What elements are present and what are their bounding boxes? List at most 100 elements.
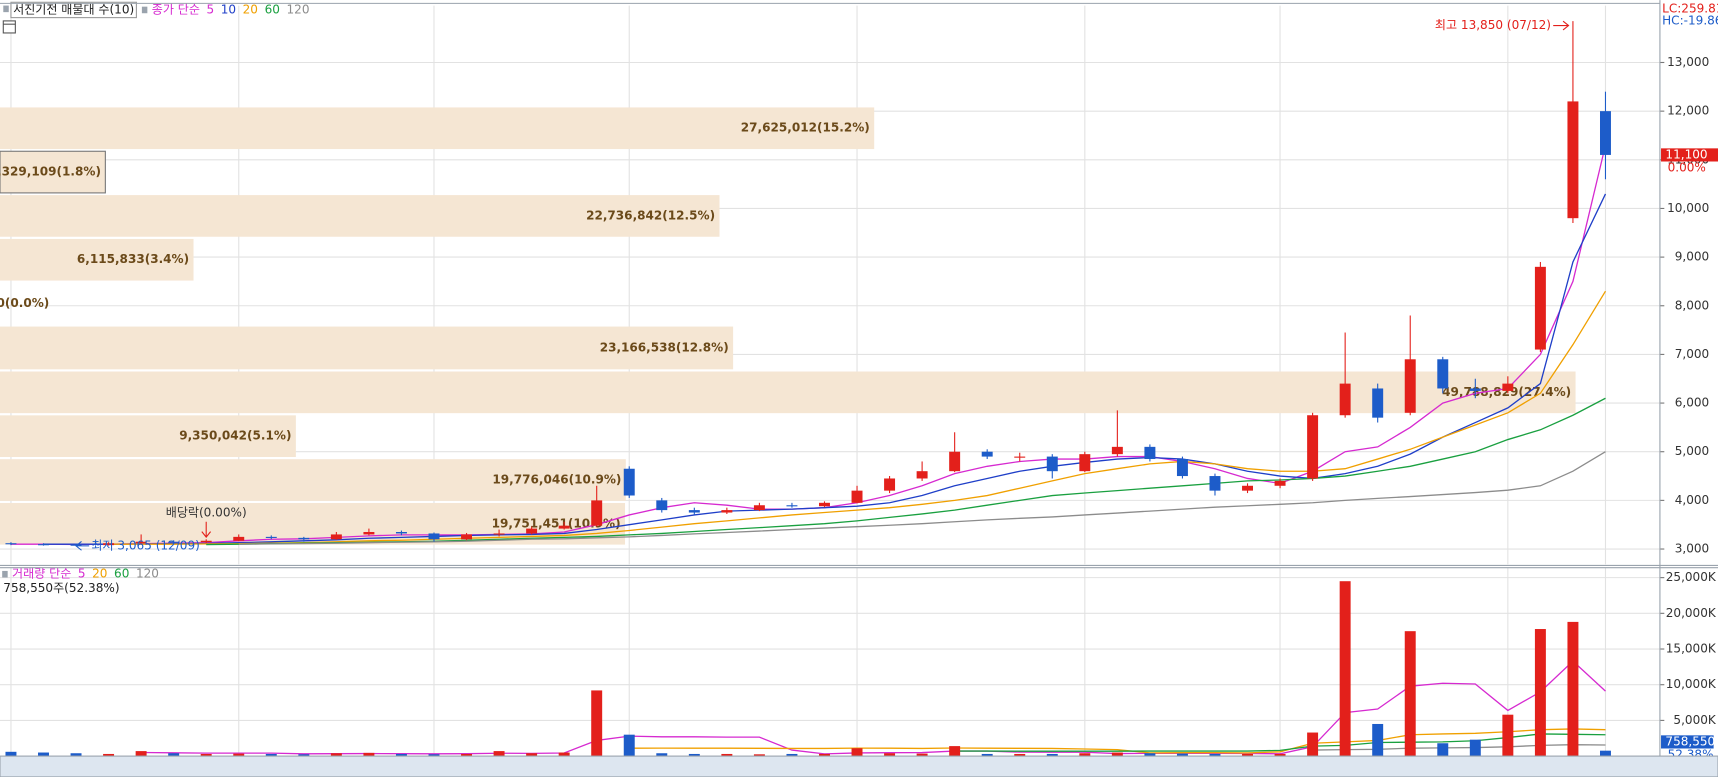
y-tick-label: 25,000K [1666, 570, 1717, 584]
volume-bar [461, 753, 473, 757]
candle-body [558, 525, 570, 529]
volume-profile-label: 22,736,842(12.5%) [586, 208, 715, 222]
y-tick-label: 6,000 [1675, 396, 1710, 410]
volume-bar [916, 753, 928, 757]
volume-bar [103, 753, 115, 757]
volume-bar [70, 753, 82, 757]
volume-bar [591, 690, 603, 757]
volume-bar [884, 753, 896, 757]
candle-body [428, 533, 440, 540]
candle-body [1014, 456, 1026, 458]
candle-body [1339, 383, 1351, 416]
last-change-label: 0.00% [1668, 161, 1706, 175]
candle-body [819, 502, 830, 507]
candle-body [1111, 446, 1123, 455]
low-annotation: 최저 3,065 (12/09) [91, 538, 199, 552]
legend-entry: 10 [221, 2, 236, 16]
volume-bar [1144, 753, 1156, 757]
y-tick-label: 9,000 [1675, 250, 1710, 264]
volume-bar [1209, 753, 1221, 757]
volume-bar [1372, 723, 1384, 757]
volume-bar [688, 753, 700, 757]
volume-bar [1046, 753, 1058, 757]
candle-body [1469, 388, 1481, 391]
volume-bar [200, 753, 212, 757]
volume-bar [5, 751, 17, 757]
volume-bar [428, 754, 440, 757]
volume-bar [1469, 739, 1481, 757]
volume-bar [298, 754, 310, 757]
moving-average-line [108, 290, 1607, 545]
last-price-box [1661, 148, 1718, 162]
candle-body [363, 531, 375, 535]
candle-body [1209, 476, 1221, 491]
volume-bar [656, 753, 668, 757]
volume-bar [1014, 753, 1026, 757]
y-tick-label: 12,000 [1667, 104, 1709, 118]
legend-entry: 20 [92, 567, 107, 581]
candle-body [1534, 266, 1546, 350]
volume-bar [1534, 629, 1546, 757]
candle-body [330, 534, 342, 540]
volume-bar [1437, 743, 1449, 757]
volume-profile-bar [0, 150, 106, 194]
candle-body [1307, 415, 1319, 479]
candle-body [884, 478, 896, 491]
candle-body [38, 544, 49, 546]
volume-profile-bar [0, 107, 875, 150]
volume-profile-bar [0, 326, 734, 370]
volume-bar [753, 754, 765, 757]
volume-average-line [1312, 744, 1606, 751]
volume-profile-label: 9,350,042(5.1%) [179, 429, 291, 443]
volume-info: 758,550주(52.38%) [3, 581, 119, 595]
last-price-label: 11,100 [1665, 147, 1707, 161]
candle-body [721, 510, 733, 513]
volume-bar [623, 734, 635, 757]
volume-bar [395, 753, 407, 757]
volume-average-line [141, 660, 1606, 755]
y-tick-label: 3,000 [1675, 542, 1710, 556]
high-annotation: 최고 13,850 (07/12) [1435, 18, 1551, 32]
candle-body [5, 543, 17, 545]
profile-layer: 19,751,451(10.9%)19,776,046(10.9%)9,350,… [0, 107, 1576, 545]
y-tick-label: 4,000 [1675, 493, 1710, 507]
y-tick-label: 5,000K [1673, 713, 1716, 727]
candle-body [1274, 480, 1286, 486]
volume-bar [721, 753, 733, 757]
y-tick-label: 20,000K [1666, 606, 1717, 620]
candle-body [623, 468, 635, 496]
title-box [10, 1, 137, 19]
candle-body [688, 510, 700, 513]
volume-bar [1242, 753, 1254, 757]
candle-body [1404, 359, 1416, 413]
candle-body [135, 541, 147, 544]
candle-body [265, 536, 277, 538]
volume-profile-bar [0, 503, 626, 545]
volume-bar [1567, 621, 1579, 757]
legend-title: 종가 단순 [152, 2, 200, 16]
candle-body [1437, 359, 1449, 389]
y-tick-label: 15,000K [1666, 642, 1717, 656]
candle-body [1372, 388, 1384, 418]
event-annotation: 배당락(0.00%) [166, 506, 247, 520]
volume-bar [526, 753, 538, 757]
candle-body [1144, 446, 1156, 460]
candle-body [526, 528, 538, 534]
candle-body [233, 536, 245, 541]
volume-bar [38, 752, 49, 757]
volume-profile-bar [0, 459, 626, 501]
volume-bar [265, 753, 277, 757]
candle-body [1567, 101, 1579, 219]
y-tick-label: 5,000 [1675, 444, 1710, 458]
volume-bar [981, 753, 993, 757]
candle-body [981, 451, 993, 457]
hc-label: HC:-19.86 [1662, 13, 1718, 27]
volume-bar [1274, 753, 1286, 757]
x-axis-band [0, 755, 1718, 777]
legend-icon [2, 570, 8, 578]
volume-bar [1502, 714, 1514, 757]
candle-body [851, 490, 863, 503]
legend-icon [141, 6, 148, 14]
calendar-icon[interactable] [2, 20, 16, 34]
